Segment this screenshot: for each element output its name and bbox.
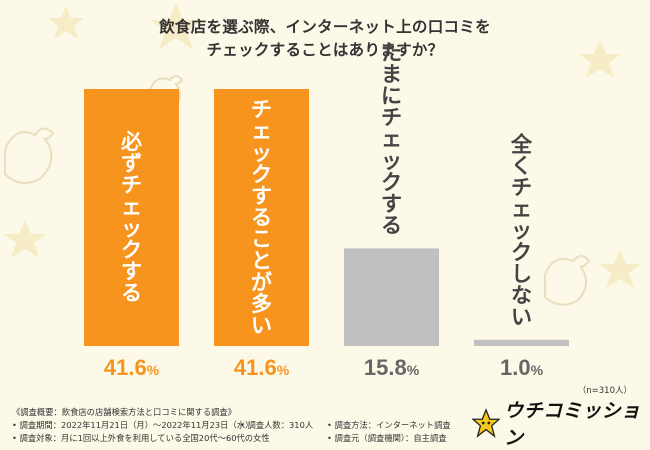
survey-method: • 調査方法：インターネット調査 bbox=[327, 420, 451, 430]
survey-period: • 調査期間：2022年11月21日（月）～2022年11月23日（水） bbox=[12, 420, 254, 430]
value-label-1: 41.6% bbox=[104, 355, 160, 380]
value-label-3: 15.8% bbox=[364, 355, 420, 380]
value-label-4: 1.0% bbox=[500, 355, 544, 380]
chart-title: 飲食店を選ぶ際、インターネット上の口コミを チェックすることはありますか？ bbox=[0, 16, 650, 62]
survey-source: • 調査元（調査機関）：自主調査 bbox=[327, 433, 447, 443]
survey-heading: 《調査概要：飲食店の店舗検索方法と口コミに関する調査》 bbox=[12, 407, 237, 417]
brand-name: ウチコミッション bbox=[504, 400, 641, 449]
survey-count: • 調査人数：310人 bbox=[240, 420, 314, 430]
title-line-1: 飲食店を選ぶ際、インターネット上の口コミを bbox=[159, 18, 491, 36]
brand-logo: ウチコミッション bbox=[472, 400, 650, 449]
bar-2 bbox=[214, 89, 309, 346]
bar-1 bbox=[84, 89, 179, 346]
sample-size: （n=310人） bbox=[577, 386, 632, 396]
category-label-2: チェックすることが多い bbox=[251, 98, 272, 338]
category-label-3: たまにチェックする bbox=[381, 41, 402, 238]
title-line-2: チェックすることはありますか？ bbox=[206, 41, 444, 59]
bar-3 bbox=[344, 248, 439, 346]
star-mascot-icon bbox=[472, 408, 501, 438]
value-label-2: 41.6% bbox=[234, 355, 290, 380]
category-label-4: 全くチェックしない bbox=[510, 132, 533, 329]
survey-target: • 調査対象：月に1回以上外食を利用している全国20代～60代の女性 bbox=[12, 433, 270, 443]
star-decorations bbox=[4, 2, 641, 288]
category-label-1: 必ずチェックする bbox=[121, 130, 142, 305]
bar-4 bbox=[474, 339, 569, 346]
